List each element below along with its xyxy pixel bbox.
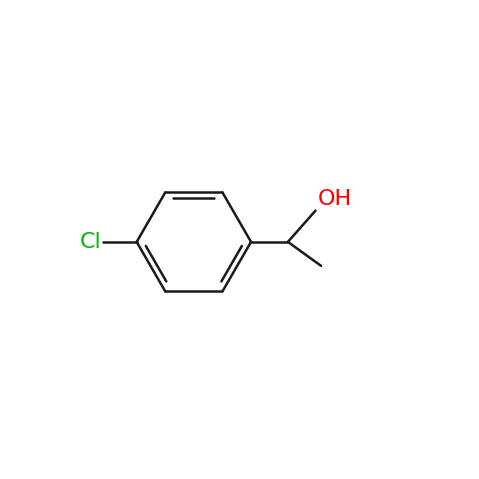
- Text: Cl: Cl: [80, 232, 102, 252]
- Text: OH: OH: [318, 189, 352, 209]
